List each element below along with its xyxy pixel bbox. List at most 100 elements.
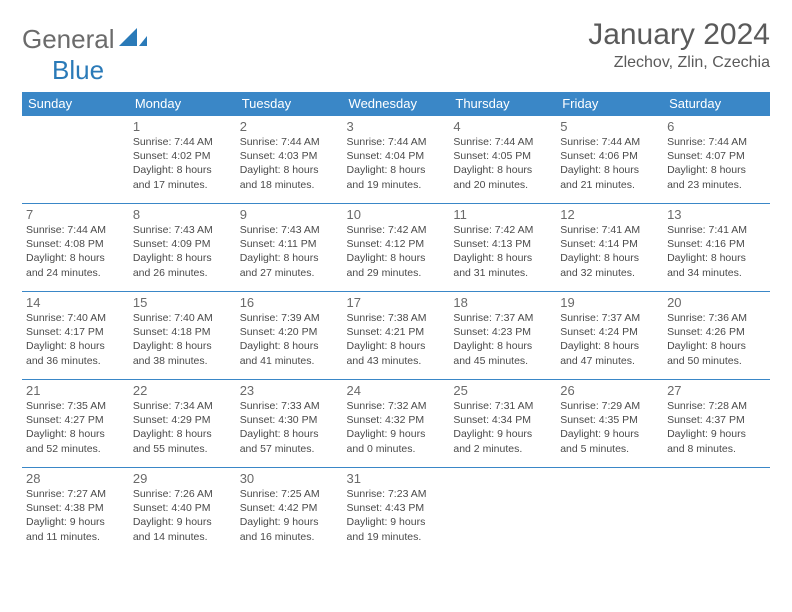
calendar-day-cell: 2Sunrise: 7:44 AMSunset: 4:03 PMDaylight… (236, 116, 343, 204)
day-info: Sunrise: 7:44 AMSunset: 4:02 PMDaylight:… (133, 135, 232, 192)
day-number: 27 (667, 383, 766, 398)
day-info: Sunrise: 7:41 AMSunset: 4:14 PMDaylight:… (560, 223, 659, 280)
day-number: 29 (133, 471, 232, 486)
day-info: Sunrise: 7:44 AMSunset: 4:06 PMDaylight:… (560, 135, 659, 192)
calendar-week-row: 1Sunrise: 7:44 AMSunset: 4:02 PMDaylight… (22, 116, 770, 204)
weekday-header: Sunday (22, 92, 129, 116)
calendar-day-cell: 31Sunrise: 7:23 AMSunset: 4:43 PMDayligh… (343, 468, 450, 556)
weekday-header: Tuesday (236, 92, 343, 116)
weekday-header: Wednesday (343, 92, 450, 116)
day-number: 3 (347, 119, 446, 134)
day-info: Sunrise: 7:29 AMSunset: 4:35 PMDaylight:… (560, 399, 659, 456)
calendar-week-row: 21Sunrise: 7:35 AMSunset: 4:27 PMDayligh… (22, 380, 770, 468)
day-info: Sunrise: 7:27 AMSunset: 4:38 PMDaylight:… (26, 487, 125, 544)
day-number: 5 (560, 119, 659, 134)
day-info: Sunrise: 7:38 AMSunset: 4:21 PMDaylight:… (347, 311, 446, 368)
weekday-header: Saturday (663, 92, 770, 116)
day-info: Sunrise: 7:37 AMSunset: 4:24 PMDaylight:… (560, 311, 659, 368)
calendar-day-cell: 6Sunrise: 7:44 AMSunset: 4:07 PMDaylight… (663, 116, 770, 204)
calendar-day-cell: 25Sunrise: 7:31 AMSunset: 4:34 PMDayligh… (449, 380, 556, 468)
day-number: 22 (133, 383, 232, 398)
day-info: Sunrise: 7:26 AMSunset: 4:40 PMDaylight:… (133, 487, 232, 544)
month-title: January 2024 (588, 18, 770, 52)
day-number: 19 (560, 295, 659, 310)
day-number: 12 (560, 207, 659, 222)
calendar-day-cell: 20Sunrise: 7:36 AMSunset: 4:26 PMDayligh… (663, 292, 770, 380)
calendar-day-cell: 7Sunrise: 7:44 AMSunset: 4:08 PMDaylight… (22, 204, 129, 292)
calendar-day-cell (22, 116, 129, 204)
weekday-header: Thursday (449, 92, 556, 116)
day-number: 14 (26, 295, 125, 310)
calendar-day-cell: 9Sunrise: 7:43 AMSunset: 4:11 PMDaylight… (236, 204, 343, 292)
day-info: Sunrise: 7:37 AMSunset: 4:23 PMDaylight:… (453, 311, 552, 368)
day-number: 6 (667, 119, 766, 134)
calendar-day-cell: 27Sunrise: 7:28 AMSunset: 4:37 PMDayligh… (663, 380, 770, 468)
day-number: 11 (453, 207, 552, 222)
brand-sail-icon (119, 28, 147, 48)
day-info: Sunrise: 7:35 AMSunset: 4:27 PMDaylight:… (26, 399, 125, 456)
brand-logo: General Blue (22, 18, 147, 86)
day-number: 13 (667, 207, 766, 222)
day-info: Sunrise: 7:31 AMSunset: 4:34 PMDaylight:… (453, 399, 552, 456)
day-number: 17 (347, 295, 446, 310)
day-number: 18 (453, 295, 552, 310)
weekday-header: Friday (556, 92, 663, 116)
calendar-day-cell: 12Sunrise: 7:41 AMSunset: 4:14 PMDayligh… (556, 204, 663, 292)
day-number: 15 (133, 295, 232, 310)
day-number: 28 (26, 471, 125, 486)
calendar-week-row: 7Sunrise: 7:44 AMSunset: 4:08 PMDaylight… (22, 204, 770, 292)
calendar-day-cell: 14Sunrise: 7:40 AMSunset: 4:17 PMDayligh… (22, 292, 129, 380)
day-number: 30 (240, 471, 339, 486)
calendar-day-cell (449, 468, 556, 556)
calendar-day-cell: 1Sunrise: 7:44 AMSunset: 4:02 PMDaylight… (129, 116, 236, 204)
day-number: 20 (667, 295, 766, 310)
calendar-day-cell: 11Sunrise: 7:42 AMSunset: 4:13 PMDayligh… (449, 204, 556, 292)
calendar-day-cell: 28Sunrise: 7:27 AMSunset: 4:38 PMDayligh… (22, 468, 129, 556)
calendar-day-cell: 29Sunrise: 7:26 AMSunset: 4:40 PMDayligh… (129, 468, 236, 556)
day-info: Sunrise: 7:33 AMSunset: 4:30 PMDaylight:… (240, 399, 339, 456)
calendar-day-cell: 21Sunrise: 7:35 AMSunset: 4:27 PMDayligh… (22, 380, 129, 468)
title-block: January 2024 Zlechov, Zlin, Czechia (588, 18, 770, 72)
calendar-day-cell: 30Sunrise: 7:25 AMSunset: 4:42 PMDayligh… (236, 468, 343, 556)
day-info: Sunrise: 7:34 AMSunset: 4:29 PMDaylight:… (133, 399, 232, 456)
day-info: Sunrise: 7:44 AMSunset: 4:07 PMDaylight:… (667, 135, 766, 192)
calendar-day-cell: 22Sunrise: 7:34 AMSunset: 4:29 PMDayligh… (129, 380, 236, 468)
day-number: 7 (26, 207, 125, 222)
calendar-day-cell: 23Sunrise: 7:33 AMSunset: 4:30 PMDayligh… (236, 380, 343, 468)
day-info: Sunrise: 7:44 AMSunset: 4:05 PMDaylight:… (453, 135, 552, 192)
day-number: 21 (26, 383, 125, 398)
day-info: Sunrise: 7:42 AMSunset: 4:12 PMDaylight:… (347, 223, 446, 280)
calendar-week-row: 14Sunrise: 7:40 AMSunset: 4:17 PMDayligh… (22, 292, 770, 380)
day-info: Sunrise: 7:42 AMSunset: 4:13 PMDaylight:… (453, 223, 552, 280)
day-number: 8 (133, 207, 232, 222)
weekday-header: Monday (129, 92, 236, 116)
calendar-day-cell: 3Sunrise: 7:44 AMSunset: 4:04 PMDaylight… (343, 116, 450, 204)
day-number: 23 (240, 383, 339, 398)
brand-word2: Blue (52, 55, 104, 85)
calendar-day-cell: 24Sunrise: 7:32 AMSunset: 4:32 PMDayligh… (343, 380, 450, 468)
day-number: 16 (240, 295, 339, 310)
calendar-day-cell: 17Sunrise: 7:38 AMSunset: 4:21 PMDayligh… (343, 292, 450, 380)
day-info: Sunrise: 7:40 AMSunset: 4:17 PMDaylight:… (26, 311, 125, 368)
calendar-day-cell: 5Sunrise: 7:44 AMSunset: 4:06 PMDaylight… (556, 116, 663, 204)
calendar-week-row: 28Sunrise: 7:27 AMSunset: 4:38 PMDayligh… (22, 468, 770, 556)
calendar-day-cell: 13Sunrise: 7:41 AMSunset: 4:16 PMDayligh… (663, 204, 770, 292)
location: Zlechov, Zlin, Czechia (588, 54, 770, 72)
day-info: Sunrise: 7:44 AMSunset: 4:08 PMDaylight:… (26, 223, 125, 280)
day-number: 10 (347, 207, 446, 222)
calendar-day-cell: 4Sunrise: 7:44 AMSunset: 4:05 PMDaylight… (449, 116, 556, 204)
day-info: Sunrise: 7:25 AMSunset: 4:42 PMDaylight:… (240, 487, 339, 544)
calendar-day-cell (663, 468, 770, 556)
calendar-day-cell: 16Sunrise: 7:39 AMSunset: 4:20 PMDayligh… (236, 292, 343, 380)
day-info: Sunrise: 7:39 AMSunset: 4:20 PMDaylight:… (240, 311, 339, 368)
day-info: Sunrise: 7:44 AMSunset: 4:03 PMDaylight:… (240, 135, 339, 192)
day-info: Sunrise: 7:40 AMSunset: 4:18 PMDaylight:… (133, 311, 232, 368)
calendar-day-cell: 8Sunrise: 7:43 AMSunset: 4:09 PMDaylight… (129, 204, 236, 292)
calendar-day-cell: 15Sunrise: 7:40 AMSunset: 4:18 PMDayligh… (129, 292, 236, 380)
day-number: 2 (240, 119, 339, 134)
calendar-day-cell (556, 468, 663, 556)
day-number: 31 (347, 471, 446, 486)
day-number: 4 (453, 119, 552, 134)
day-info: Sunrise: 7:28 AMSunset: 4:37 PMDaylight:… (667, 399, 766, 456)
day-info: Sunrise: 7:32 AMSunset: 4:32 PMDaylight:… (347, 399, 446, 456)
